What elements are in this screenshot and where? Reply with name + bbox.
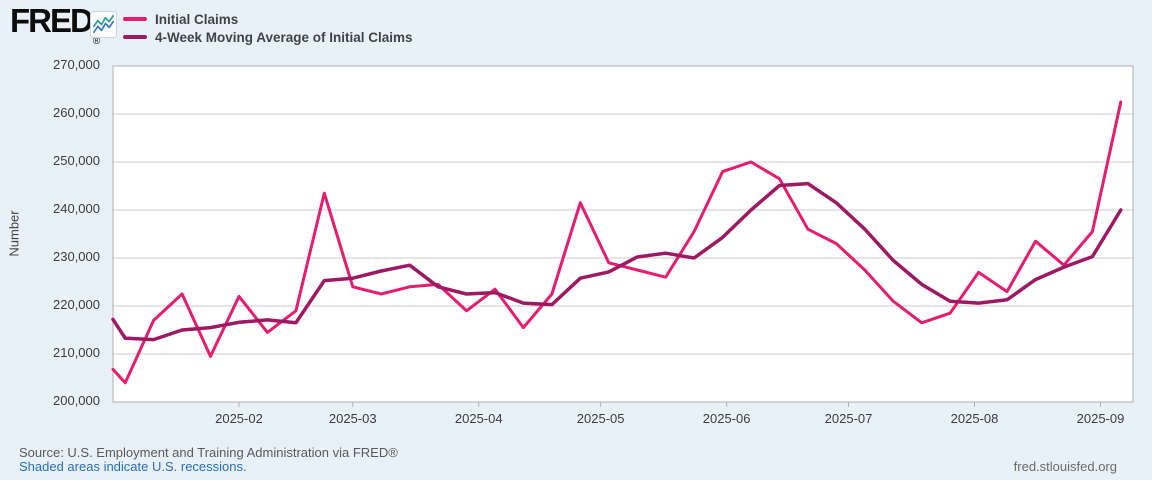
fred-logo-text: FRED bbox=[10, 2, 94, 39]
x-tick-label: 2025-05 bbox=[577, 411, 625, 426]
initial-claims-line bbox=[111, 100, 1123, 385]
x-tick-label: 2025-04 bbox=[455, 411, 503, 426]
fred-logo[interactable]: FRED® bbox=[10, 2, 100, 47]
legend: Initial Claims 4-Week Moving Average of … bbox=[123, 10, 413, 46]
y-tick-label: 220,000 bbox=[53, 297, 100, 312]
recessions-link[interactable]: Shaded areas indicate U.S. recessions. bbox=[19, 459, 247, 474]
source-text: Source: U.S. Employment and Training Adm… bbox=[19, 445, 398, 460]
y-tick-label: 200,000 bbox=[53, 393, 100, 408]
legend-swatch bbox=[123, 35, 147, 39]
legend-label: 4-Week Moving Average of Initial Claims bbox=[155, 29, 413, 45]
plot-area bbox=[113, 66, 1133, 402]
x-tick-label: 2025-07 bbox=[825, 411, 873, 426]
y-tick-label: 210,000 bbox=[53, 345, 100, 360]
legend-item-moving-average: 4-Week Moving Average of Initial Claims bbox=[123, 28, 413, 46]
x-tick-label: 2025-09 bbox=[1077, 411, 1125, 426]
fred-sparkline-icon bbox=[90, 11, 117, 38]
y-tick-label: 230,000 bbox=[53, 249, 100, 264]
legend-swatch bbox=[123, 17, 147, 21]
x-tick-label: 2025-03 bbox=[329, 411, 377, 426]
y-tick-label: 240,000 bbox=[53, 201, 100, 216]
y-tick-label: 260,000 bbox=[53, 105, 100, 120]
legend-item-initial-claims: Initial Claims bbox=[123, 10, 413, 28]
legend-label: Initial Claims bbox=[155, 11, 239, 27]
registered-mark: ® bbox=[92, 36, 101, 47]
y-tick-label: 270,000 bbox=[53, 57, 100, 72]
plot-border bbox=[112, 65, 1134, 403]
y-tick-label: 250,000 bbox=[53, 153, 100, 168]
x-tick-label: 2025-02 bbox=[215, 411, 263, 426]
x-tick-label: 2025-06 bbox=[703, 411, 751, 426]
x-tick-label: 2025-08 bbox=[951, 411, 999, 426]
fred-site-link[interactable]: fred.stlouisfed.org bbox=[1013, 459, 1117, 474]
moving-average-line bbox=[111, 181, 1123, 342]
